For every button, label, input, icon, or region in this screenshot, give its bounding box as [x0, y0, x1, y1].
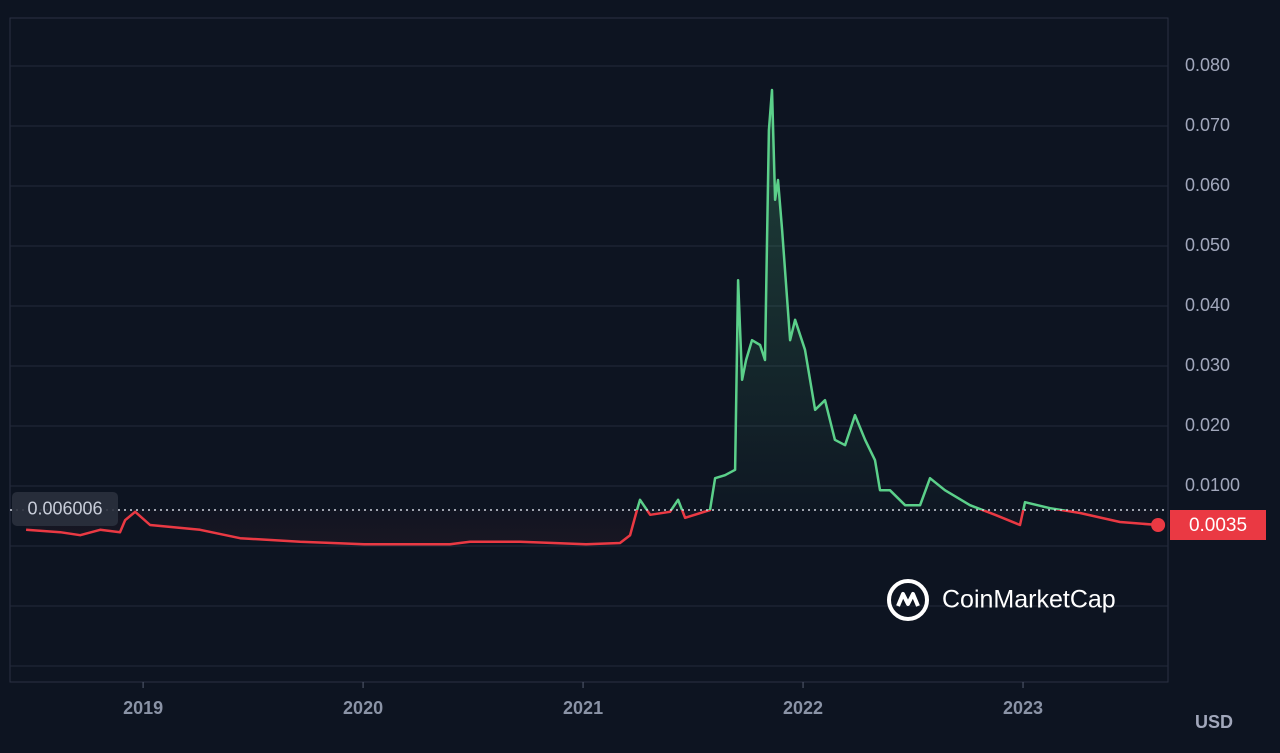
y-tick-label: 0.020: [1185, 415, 1230, 435]
watermark-logo: [887, 579, 929, 621]
reference-label: 0.006006: [27, 499, 102, 519]
plot-frame: [9, 17, 1169, 683]
x-tick-label: 2019: [123, 698, 163, 718]
x-tick-label: 2023: [1003, 698, 1043, 718]
y-tick-label: 0.040: [1185, 295, 1230, 315]
y-tick-label: 0.060: [1185, 175, 1230, 195]
y-axis-unit: USD: [1195, 712, 1233, 732]
reference-label-box: [12, 491, 118, 526]
y-tick-label: 0.070: [1185, 115, 1230, 135]
x-tick-label: 2022: [783, 698, 823, 718]
last-price-label: 0.0035: [1189, 515, 1247, 536]
price-line: [26, 88, 1159, 546]
y-tick-label: 0.030: [1185, 355, 1230, 375]
y-tick-label: 0.080: [1185, 55, 1230, 75]
x-tick-label: 2021: [563, 698, 603, 718]
y-tick-label: 0.050: [1185, 235, 1230, 255]
watermark: CoinMarketCap: [942, 586, 1116, 614]
y-tick-label: 0.0100: [1185, 475, 1240, 495]
x-tick-label: 2020: [343, 698, 383, 718]
last-price-box: [1170, 510, 1266, 540]
last-point: [1151, 518, 1166, 532]
price-area: [26, 90, 1159, 545]
